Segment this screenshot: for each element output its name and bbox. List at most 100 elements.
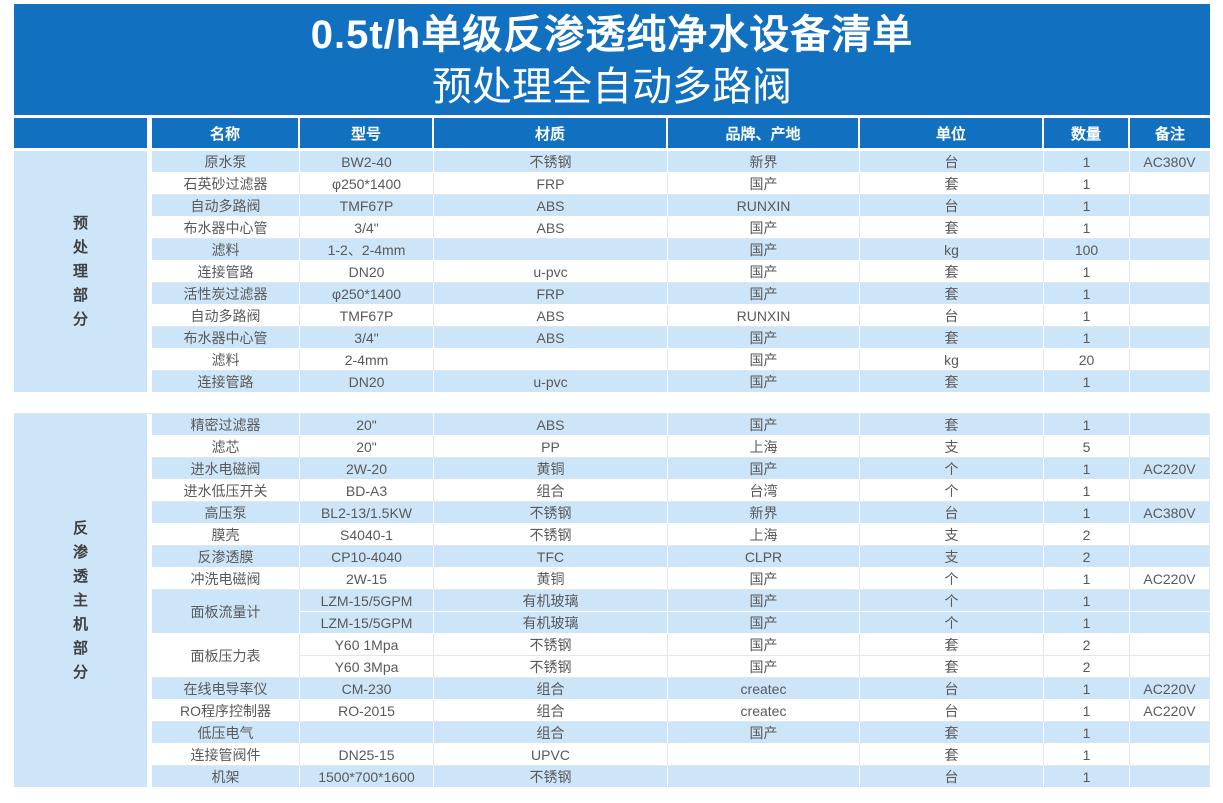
cell-note bbox=[1130, 590, 1210, 612]
cell-unit: 套 bbox=[860, 634, 1044, 656]
cell-unit: kg bbox=[860, 239, 1044, 261]
table-row: 活性炭过滤器 φ250*1400 FRP 国产套 1 bbox=[14, 283, 1210, 305]
cell-name: 进水低压开关 bbox=[152, 480, 300, 502]
cell-note bbox=[1130, 436, 1210, 458]
cell-material: 不锈钢 bbox=[434, 766, 668, 788]
cell-material: u-pvc bbox=[434, 371, 668, 393]
cell-name: 连接管阀件 bbox=[152, 744, 300, 766]
cell-qty: 2 bbox=[1044, 524, 1130, 546]
table-row: 预处理部分原水泵 BW2-40 不锈钢 新界台 1 AC380V bbox=[14, 151, 1210, 393]
cell-unit: 套 bbox=[860, 414, 1044, 436]
cell-material: 组合 bbox=[434, 700, 668, 722]
column-header-name: 名称 bbox=[152, 118, 300, 151]
cell-qty: 1 bbox=[1044, 766, 1130, 788]
cell-unit: 台 bbox=[860, 151, 1044, 173]
cell-brand: 国产 bbox=[668, 634, 860, 656]
cell-model: TMF67P bbox=[300, 305, 434, 327]
cell-name: 自动多路阀 bbox=[152, 195, 300, 217]
cell-model: BL2-13/1.5KW bbox=[300, 502, 434, 524]
cell-material: 组合 bbox=[434, 678, 668, 700]
cell-brand: createc bbox=[668, 700, 860, 722]
cell-name: 精密过滤器 bbox=[152, 414, 300, 436]
cell-brand bbox=[668, 766, 860, 788]
table-row: 自动多路阀 TMF67P ABS RUNXIN 台 1 bbox=[14, 305, 1210, 327]
cell-brand: 国产 bbox=[668, 283, 860, 305]
cell-material: ABS bbox=[434, 414, 668, 436]
cell-note bbox=[1130, 173, 1210, 195]
table-row: 低压电气 组合 国产套 1 bbox=[14, 722, 1210, 744]
cell-note bbox=[1130, 371, 1210, 393]
cell-brand: 台湾 bbox=[668, 480, 860, 502]
cell-name: 面板压力表 bbox=[152, 634, 300, 678]
table-row: 连接管路 DN20 u-pvc 国产套 1 bbox=[14, 261, 1210, 283]
table-header-row: 名称 型号 材质 品牌、产地 单位 数量 备注 bbox=[14, 118, 1210, 151]
cell-material: FRP bbox=[434, 283, 668, 305]
cell-note bbox=[1130, 480, 1210, 502]
table-row: 滤料 2-4mm 国产 kg 20 bbox=[14, 349, 1210, 371]
cell-brand: 国产 bbox=[668, 458, 860, 480]
cell-model: CP10-4040 bbox=[300, 546, 434, 568]
cell-qty: 1 bbox=[1044, 480, 1130, 502]
cell-material: 有机玻璃 bbox=[434, 590, 668, 612]
cell-name: RO程序控制器 bbox=[152, 700, 300, 722]
cell-brand: RUNXIN bbox=[668, 195, 860, 217]
cell-unit: 台 bbox=[860, 766, 1044, 788]
cell-brand: 国产 bbox=[668, 414, 860, 436]
cell-note bbox=[1130, 766, 1210, 788]
page-subtitle: 预处理全自动多路阀 bbox=[432, 64, 792, 109]
cell-name: 反渗透膜 bbox=[152, 546, 300, 568]
cell-note bbox=[1130, 327, 1210, 349]
cell-unit: 台 bbox=[860, 678, 1044, 700]
cell-material: ABS bbox=[434, 195, 668, 217]
cell-material: ABS bbox=[434, 217, 668, 239]
column-header-note: 备注 bbox=[1130, 118, 1210, 151]
cell-unit: 套 bbox=[860, 327, 1044, 349]
cell-material: 组合 bbox=[434, 722, 668, 744]
cell-model: LZM-15/5GPM bbox=[300, 590, 434, 612]
table-row: 滤料 1-2、2-4mm 国产 kg 100 bbox=[14, 239, 1210, 261]
cell-name: 石英砂过滤器 bbox=[152, 173, 300, 195]
cell-note bbox=[1130, 261, 1210, 283]
cell-qty: 1 bbox=[1044, 371, 1130, 393]
cell-name: 在线电导率仪 bbox=[152, 678, 300, 700]
cell-unit: 个 bbox=[860, 480, 1044, 502]
cell-material bbox=[434, 349, 668, 371]
cell-model: 3/4" bbox=[300, 327, 434, 349]
cell-unit: 套 bbox=[860, 722, 1044, 744]
cell-unit: 支 bbox=[860, 436, 1044, 458]
cell-brand: 新界 bbox=[668, 502, 860, 524]
cell-note bbox=[1130, 612, 1210, 634]
cell-note bbox=[1130, 349, 1210, 371]
cell-brand: 国产 bbox=[668, 568, 860, 590]
cell-name: 活性炭过滤器 bbox=[152, 283, 300, 305]
cell-name: 布水器中心管 bbox=[152, 327, 300, 349]
cell-qty: 1 bbox=[1044, 502, 1130, 524]
cell-model: Y60 1Mpa bbox=[300, 634, 434, 656]
cell-model: TMF67P bbox=[300, 195, 434, 217]
cell-brand: 新界 bbox=[668, 151, 860, 173]
cell-qty: 1 bbox=[1044, 590, 1130, 612]
table-row: RO程序控制器 RO-2015 组合 createc 台 1 AC220V bbox=[14, 700, 1210, 722]
page-title: 0.5t/h单级反渗透纯净水设备清单 bbox=[310, 12, 914, 57]
equipment-table-body: 预处理部分原水泵 BW2-40 不锈钢 新界台 1 AC380V 石英砂过滤器 φ250*14… bbox=[14, 151, 1210, 788]
cell-material: ABS bbox=[434, 327, 668, 349]
cell-qty: 1 bbox=[1044, 217, 1130, 239]
cell-material: TFC bbox=[434, 546, 668, 568]
section-group-vertical-text: 预处理部分 bbox=[72, 214, 88, 328]
cell-material: 不锈钢 bbox=[434, 151, 668, 173]
cell-unit: 套 bbox=[860, 744, 1044, 766]
cell-model: 1500*700*1600 bbox=[300, 766, 434, 788]
cell-name: 布水器中心管 bbox=[152, 217, 300, 239]
cell-material bbox=[434, 239, 668, 261]
cell-material: ABS bbox=[434, 305, 668, 327]
cell-note bbox=[1130, 217, 1210, 239]
cell-qty: 1 bbox=[1044, 568, 1130, 590]
cell-brand: 国产 bbox=[668, 371, 860, 393]
table-row: 连接管阀件 DN25-15 UPVC 套 1 bbox=[14, 744, 1210, 766]
cell-model: RO-2015 bbox=[300, 700, 434, 722]
cell-note bbox=[1130, 744, 1210, 766]
cell-material: PP bbox=[434, 436, 668, 458]
cell-note bbox=[1130, 239, 1210, 261]
cell-unit: 套 bbox=[860, 173, 1044, 195]
table-row: 面板压力表 Y60 1Mpa 不锈钢 国产套 2 bbox=[14, 634, 1210, 678]
